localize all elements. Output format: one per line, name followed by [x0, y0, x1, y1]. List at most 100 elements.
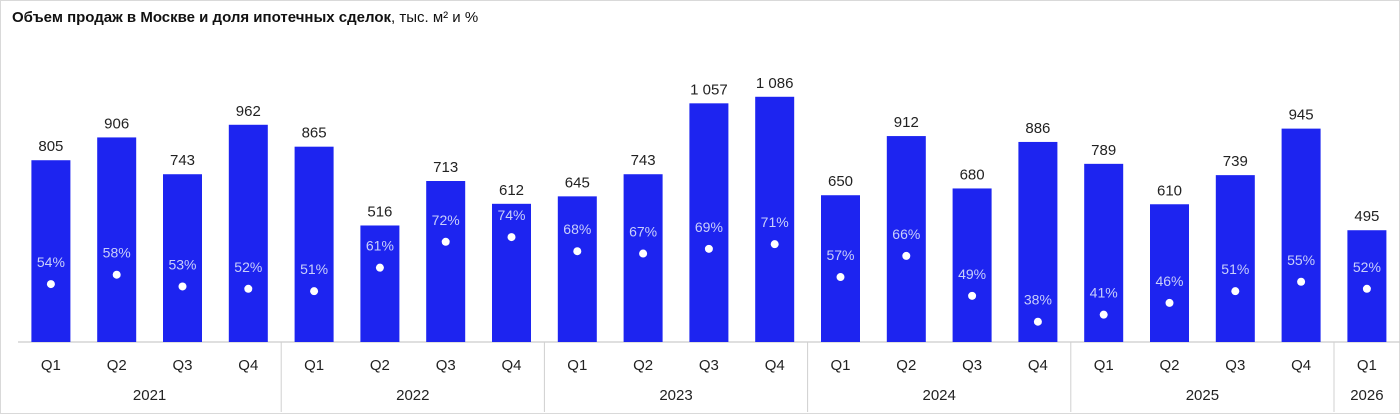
mortgage-share-label: 38% [1024, 292, 1052, 308]
bar [163, 174, 202, 342]
bar-value-label: 865 [302, 125, 327, 142]
mortgage-share-dot [704, 244, 713, 253]
bar [952, 188, 992, 342]
chart-title-unit: , тыс. м² и % [391, 9, 479, 26]
mortgage-share-dot [46, 280, 55, 289]
bar-value-label: 650 [828, 173, 853, 190]
bar [689, 103, 729, 342]
mortgage-share-label: 52% [1353, 259, 1381, 275]
mortgage-share-label: 66% [892, 226, 920, 242]
bar-value-label: 945 [1289, 107, 1314, 124]
bar-value-label: 1 086 [756, 75, 794, 92]
quarter-tick-label: Q3 [436, 357, 456, 374]
mortgage-share-label: 53% [168, 256, 196, 272]
mortgage-share-label: 61% [366, 238, 394, 254]
mortgage-share-label: 41% [1090, 285, 1118, 301]
bar-value-label: 1 057 [690, 81, 728, 98]
bar-value-label: 805 [38, 138, 63, 155]
mortgage-share-label: 58% [103, 245, 131, 261]
quarter-tick-label: Q1 [41, 357, 61, 374]
bar [228, 124, 268, 343]
mortgage-share-dot [639, 249, 648, 258]
bar-value-label: 739 [1223, 153, 1248, 170]
quarter-tick-label: Q1 [304, 357, 324, 374]
mortgage-share-dot [244, 284, 253, 293]
bar-value-label: 516 [367, 203, 392, 220]
mortgage-share-dot [770, 240, 779, 249]
year-label: 2023 [659, 387, 692, 404]
year-label: 2022 [396, 387, 429, 404]
quarter-tick-label: Q3 [1225, 357, 1245, 374]
bar-value-label: 612 [499, 182, 524, 199]
quarter-tick-label: Q3 [962, 357, 982, 374]
bar [557, 196, 597, 342]
chart-title: Объем продаж в Москве и доля ипотечных с… [12, 9, 478, 26]
quarter-tick-label: Q2 [1159, 357, 1179, 374]
mortgage-share-label: 68% [563, 221, 591, 237]
bar-value-label: 789 [1091, 142, 1116, 159]
quarter-tick-label: Q1 [567, 357, 587, 374]
mortgage-share-label: 46% [1155, 273, 1183, 289]
mortgage-share-label: 51% [300, 261, 328, 277]
quarter-tick-label: Q1 [830, 357, 850, 374]
quarter-tick-label: Q4 [238, 357, 258, 374]
bar-value-label: 645 [565, 174, 590, 191]
mortgage-share-label: 74% [497, 207, 525, 223]
mortgage-share-label: 72% [432, 212, 460, 228]
quarter-tick-label: Q4 [765, 357, 785, 374]
mortgage-share-label: 71% [761, 214, 789, 230]
mortgage-share-label: 54% [37, 254, 65, 270]
year-label: 2021 [133, 387, 166, 404]
mortgage-share-dot [836, 273, 845, 282]
mortgage-share-label: 49% [958, 266, 986, 282]
quarter-tick-label: Q4 [1291, 357, 1311, 374]
bar-value-label: 610 [1157, 182, 1182, 199]
mortgage-share-dot [1099, 310, 1108, 319]
bar-value-label: 713 [433, 159, 458, 176]
bar [492, 203, 531, 342]
mortgage-share-dot [902, 251, 911, 260]
quarter-tick-label: Q1 [1094, 357, 1114, 374]
bar-value-label: 743 [631, 152, 656, 169]
bar-value-label: 906 [104, 115, 129, 132]
quarter-tick-label: Q1 [1357, 357, 1377, 374]
mortgage-share-label: 52% [234, 259, 262, 275]
year-label: 2024 [923, 387, 956, 404]
quarter-tick-label: Q4 [501, 357, 521, 374]
quarter-tick-label: Q3 [172, 357, 192, 374]
mortgage-share-dot [178, 282, 187, 291]
bar-value-label: 680 [960, 166, 985, 183]
mortgage-share-dot [375, 263, 384, 272]
bar [1215, 175, 1255, 342]
mortgage-share-dot [1231, 287, 1240, 296]
bar-value-label: 743 [170, 152, 195, 169]
chart-title-main: Объем продаж в Москве и доля ипотечных с… [12, 9, 391, 26]
mortgage-share-dot [1297, 277, 1306, 286]
bar [1281, 128, 1321, 342]
mortgage-share-label: 67% [629, 224, 657, 240]
quarter-tick-label: Q2 [107, 357, 127, 374]
bar-value-label: 886 [1025, 120, 1050, 137]
mortgage-share-label: 51% [1221, 261, 1249, 277]
bar [821, 195, 860, 342]
mortgage-share-label: 69% [695, 219, 723, 235]
mortgage-share-dot [441, 237, 450, 246]
mortgage-share-dot [968, 291, 977, 300]
year-label: 2025 [1186, 387, 1219, 404]
bar-value-label: 495 [1354, 208, 1379, 225]
mortgage-share-dot [310, 287, 319, 296]
bar [623, 174, 663, 342]
bar [755, 96, 795, 343]
bar [1150, 204, 1189, 342]
quarter-tick-label: Q2 [633, 357, 653, 374]
bar [294, 146, 334, 342]
bar [97, 137, 137, 342]
bar-value-label: 962 [236, 103, 261, 120]
bar [360, 225, 400, 342]
bar [1018, 141, 1058, 342]
quarter-tick-label: Q2 [896, 357, 916, 374]
mortgage-share-dot [1165, 298, 1174, 307]
bar [886, 136, 926, 342]
mortgage-share-dot [1033, 317, 1042, 326]
